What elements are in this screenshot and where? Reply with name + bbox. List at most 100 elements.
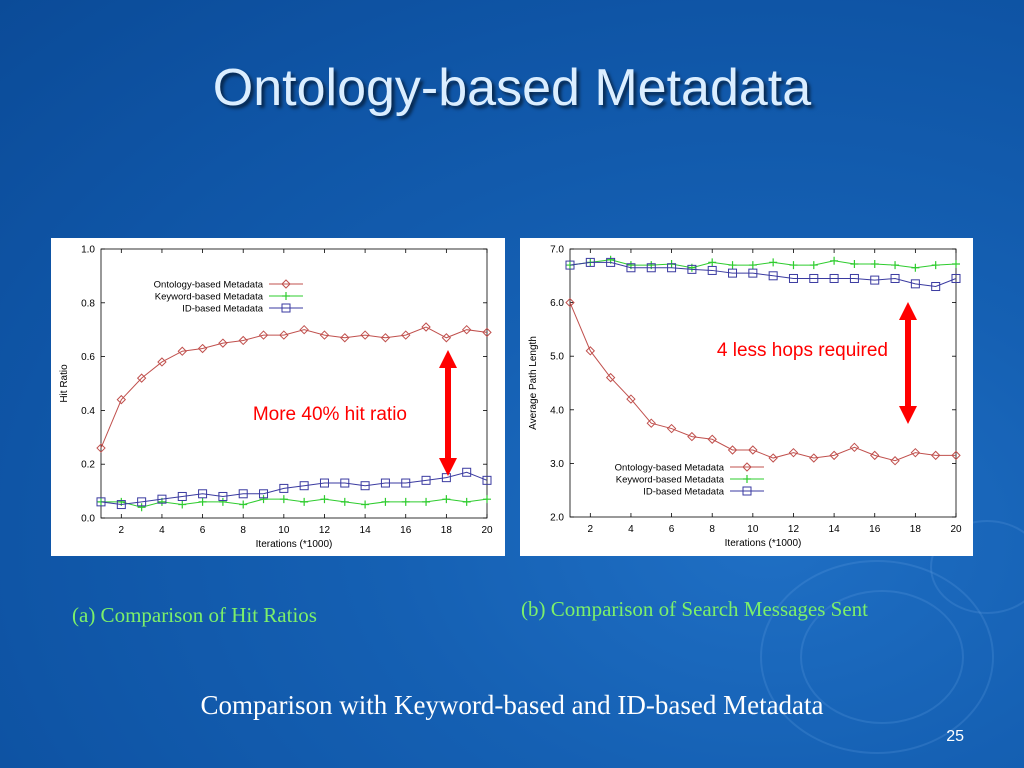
data-point-ontology xyxy=(279,330,289,340)
data-point-id xyxy=(809,273,819,283)
y-tick-label: 3.0 xyxy=(550,459,564,470)
data-point-id xyxy=(667,263,677,273)
y-tick-label: 6.0 xyxy=(550,298,564,309)
legend-label-keyword: Keyword-based Metadata xyxy=(155,292,264,303)
data-point-id xyxy=(910,279,920,289)
arrow-head-down xyxy=(899,406,917,424)
data-point-ontology xyxy=(360,330,370,340)
data-point-keyword xyxy=(422,497,431,506)
data-point-ontology xyxy=(687,431,697,442)
data-point-ontology xyxy=(829,450,839,461)
hit-ratio-chart-panel: 2 4 6 8 10 12 14 16 18 20 0.0 0.2 0.4 0.6 0.8 1.0 Iterat… xyxy=(51,238,505,556)
x-tick-label: 18 xyxy=(441,525,453,536)
data-point-ontology xyxy=(727,445,738,455)
annotation-text: More 40% hit ratio xyxy=(253,404,407,425)
legend-label-id: ID-based Metadata xyxy=(182,304,264,315)
arrow-head-down xyxy=(439,458,457,476)
data-point-id xyxy=(565,260,575,270)
y-tick-label: 5.0 xyxy=(550,352,564,363)
x-tick-label: 2 xyxy=(119,525,125,536)
data-point-keyword xyxy=(952,260,960,269)
data-point-keyword xyxy=(218,497,227,506)
data-point-keyword xyxy=(850,260,859,269)
data-point-keyword xyxy=(137,503,146,512)
y-tick-label: 0.4 xyxy=(81,406,95,417)
data-point-ontology xyxy=(768,453,778,463)
data-point-id xyxy=(137,497,147,507)
data-point-id xyxy=(626,263,636,273)
x-tick-label: 8 xyxy=(709,524,715,535)
data-point-id xyxy=(441,473,451,483)
data-point-ontology xyxy=(218,338,228,348)
x-tick-label: 12 xyxy=(319,525,331,536)
annotation: More 40% hit ratio xyxy=(253,350,457,476)
data-point-ontology xyxy=(96,443,106,453)
legend-label-ontology: Ontology-based Metadata xyxy=(154,280,264,291)
data-point-ontology xyxy=(116,394,127,405)
data-point-id xyxy=(931,282,941,292)
background-swirl xyxy=(800,590,964,724)
x-tick-label: 18 xyxy=(910,524,922,535)
data-point-keyword xyxy=(279,495,288,504)
x-tick-label: 4 xyxy=(628,524,634,535)
data-point-ontology xyxy=(340,333,350,343)
plot-frame xyxy=(569,248,957,518)
data-point-ontology xyxy=(849,442,860,453)
legend-marker-ontology xyxy=(281,279,291,289)
data-point-ontology xyxy=(910,447,921,458)
data-point-keyword xyxy=(891,261,900,270)
annotation-text: 4 less hops required xyxy=(717,340,888,361)
data-point-id xyxy=(238,489,248,499)
background-swirl xyxy=(930,520,1024,614)
series-ontology xyxy=(96,322,492,453)
data-point-ontology xyxy=(666,423,677,434)
data-point-ontology xyxy=(890,456,900,466)
y-tick-label: 4.0 xyxy=(550,405,564,416)
data-point-ontology xyxy=(401,330,411,340)
data-point-keyword xyxy=(870,260,879,269)
series-line-ontology xyxy=(569,302,956,462)
legend-marker-ontology xyxy=(742,462,752,472)
x-axis-label: Iterations (*1000) xyxy=(725,538,802,549)
data-point-ontology xyxy=(788,447,799,458)
y-tick-label: 1.0 xyxy=(81,245,95,256)
data-point-id xyxy=(177,491,187,501)
data-point-id xyxy=(380,478,390,488)
data-point-ontology xyxy=(319,330,330,340)
data-point-ontology xyxy=(238,335,248,346)
data-point-id xyxy=(748,268,758,278)
data-point-keyword xyxy=(340,497,349,506)
background-swirl xyxy=(760,560,994,754)
caption-hit-ratios: (a) Comparison of Hit Ratios xyxy=(72,603,317,627)
y-axis-label: Hit Ratio xyxy=(59,364,70,403)
data-point-id xyxy=(829,273,839,283)
data-point-ontology xyxy=(380,333,391,343)
data-point-id xyxy=(606,257,616,267)
legend-marker-keyword xyxy=(743,475,751,483)
legend-marker-id xyxy=(742,486,752,496)
data-point-keyword xyxy=(931,261,940,270)
legend-marker-id xyxy=(281,303,291,313)
series-line-id xyxy=(569,261,957,288)
data-point-id xyxy=(707,265,717,275)
x-tick-label: 20 xyxy=(950,524,962,535)
data-point-keyword xyxy=(361,500,370,509)
data-point-id xyxy=(279,483,289,493)
x-tick-label: 16 xyxy=(400,525,412,536)
data-point-keyword xyxy=(748,261,757,270)
x-tick-label: 12 xyxy=(788,524,800,535)
series-keyword xyxy=(97,495,491,512)
data-point-id xyxy=(585,257,595,267)
data-point-keyword xyxy=(259,495,268,504)
data-point-id xyxy=(218,491,228,501)
x-tick-label: 10 xyxy=(278,525,290,536)
data-point-id xyxy=(198,489,208,499)
data-point-ontology xyxy=(136,373,147,383)
data-point-keyword xyxy=(178,500,187,509)
data-point-id xyxy=(360,481,370,491)
plot-frame xyxy=(100,248,488,519)
data-point-id xyxy=(646,263,656,273)
data-point-keyword xyxy=(381,497,390,506)
